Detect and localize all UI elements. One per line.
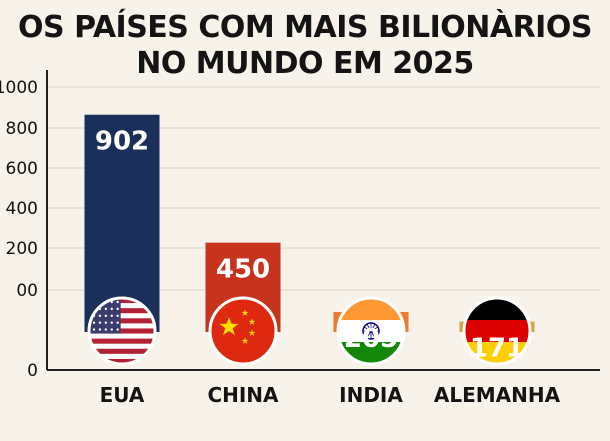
x-tick-label: ALEMANHA	[434, 383, 561, 407]
y-tick-label: 800	[6, 119, 38, 139]
data-label: 450	[216, 255, 270, 285]
y-tick-label: 400	[6, 199, 38, 219]
germany-flag	[462, 296, 532, 366]
india-flag	[336, 296, 406, 366]
x-tick-label: INDIA	[339, 383, 403, 407]
x-tick-label: EUA	[100, 383, 145, 407]
y-tick-label: 1000	[0, 78, 38, 98]
bars	[84, 114, 535, 366]
y-tick-label: 00	[16, 281, 38, 301]
labels: 902 EUA 450 CHINA 205 INDIA 171 ALEMANHA	[95, 127, 561, 407]
chart-title: OS PAÍSES COM MAIS BILIONÀRIOS NO MUNDO …	[0, 10, 610, 82]
china-flag	[208, 296, 278, 366]
data-label: 205	[344, 324, 398, 354]
y-tick-label: 0	[27, 361, 38, 381]
bar-eua	[84, 114, 160, 332]
y-tick-label: 600	[6, 159, 38, 179]
usa-flag	[87, 296, 157, 366]
chart-title-line-2: NO MUNDO EM 2025	[136, 46, 474, 81]
y-tick-label: 200	[6, 239, 38, 259]
chart-title-line-1: OS PAÍSES COM MAIS BILIONÀRIOS	[18, 10, 592, 45]
data-label: 171	[470, 334, 524, 364]
x-tick-label: CHINA	[207, 383, 279, 407]
data-label: 902	[95, 127, 149, 157]
